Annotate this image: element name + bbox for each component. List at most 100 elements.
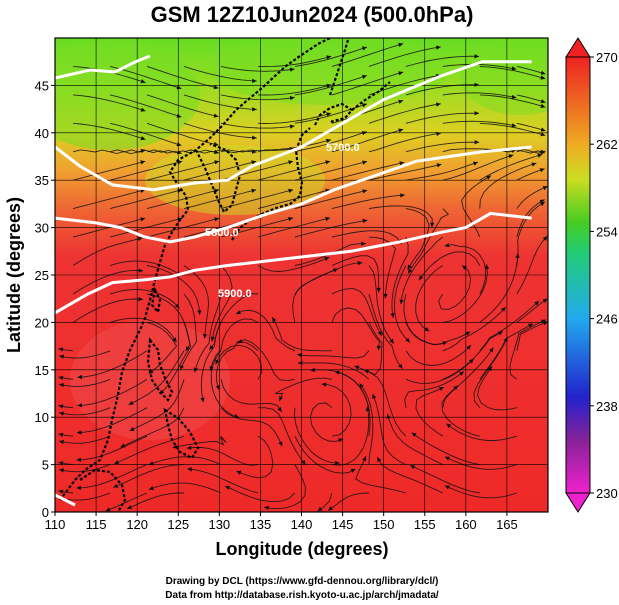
streamline (294, 161, 368, 181)
streamline-arrowhead (76, 430, 82, 435)
streamline (235, 309, 296, 352)
streamline-arrowhead (542, 298, 548, 303)
y-tick-label: 25 (35, 268, 49, 283)
streamline-arrowhead (398, 128, 404, 133)
streamline (331, 43, 404, 67)
streamline (208, 293, 259, 351)
wind-streamlines (58, 42, 548, 512)
streamline (516, 149, 546, 154)
contour-label-5900: 5900.0 (218, 288, 252, 300)
streamline (391, 236, 409, 318)
streamline (331, 161, 405, 181)
streamline-arrowhead (372, 393, 377, 399)
streamline (516, 122, 546, 132)
streamline (59, 492, 111, 501)
streamline (76, 407, 148, 434)
streamline (331, 288, 383, 337)
coastline-korea (195, 142, 242, 214)
streamline (146, 265, 201, 315)
streamline (405, 161, 479, 181)
streamline-arrowhead (444, 485, 450, 490)
streamline (442, 347, 494, 408)
streamline-arrowhead (252, 78, 257, 83)
streamline (146, 321, 178, 375)
streamline-arrowhead (59, 468, 64, 473)
streamline-arrowhead (354, 365, 360, 370)
streamline-arrowhead (419, 275, 424, 281)
x-tick-label: 135 (250, 517, 272, 532)
x-tick-label: 130 (208, 517, 230, 532)
streamline (109, 189, 183, 210)
x-tick-label: 115 (86, 517, 107, 532)
streamline-arrowhead (180, 364, 185, 370)
streamline-arrowhead (209, 345, 214, 350)
streamline-arrowhead (289, 67, 295, 72)
streamline-arrowhead (399, 299, 404, 305)
streamline-arrowhead (439, 387, 444, 391)
streamline (72, 298, 144, 323)
streamline (220, 148, 295, 153)
y-tick-label: 15 (35, 363, 49, 378)
streamline (516, 199, 545, 238)
streamline (479, 253, 519, 323)
streamline (148, 456, 222, 466)
cold-region-northeast (460, 38, 548, 115)
streamline (73, 94, 146, 112)
contour-5900 (55, 211, 532, 315)
streamline (274, 377, 332, 402)
streamline (211, 265, 233, 342)
streamline (77, 378, 148, 406)
streamline-arrowhead (187, 467, 192, 472)
streamline-arrowhead (58, 347, 64, 352)
y-tick-label: 5 (42, 458, 49, 473)
streamline (194, 293, 222, 373)
streamline (516, 94, 546, 103)
streamline (148, 482, 222, 494)
colorbar-tick-label: 246 (596, 312, 618, 327)
streamline-arrowhead (335, 460, 340, 466)
y-axis-label: Latitude (degrees) (4, 197, 24, 353)
streamline-arrowhead (326, 55, 332, 60)
streamline (294, 103, 368, 124)
streamline (294, 131, 367, 153)
streamline (418, 251, 481, 281)
coastline-taiwan (150, 286, 162, 315)
height-contours (55, 54, 532, 507)
streamline-arrowhead (444, 456, 450, 461)
streamline-arrowhead (59, 383, 64, 388)
streamline-arrowhead (59, 354, 64, 359)
chart-title: GSM 12Z10Jun2024 (500.0hPa) (151, 2, 474, 27)
streamline (405, 112, 480, 124)
y-tick-label: 35 (35, 173, 49, 188)
contour-5900-south-fragment (55, 493, 76, 507)
streamline (331, 255, 380, 293)
streamline-arrowhead (386, 414, 391, 419)
streamline-arrowhead (326, 138, 331, 143)
streamline-arrowhead (407, 264, 412, 270)
streamline-arrowhead (105, 507, 111, 512)
streamline (72, 160, 146, 181)
streamline-arrowhead (511, 66, 517, 71)
streamline-arrowhead (362, 456, 367, 462)
y-tick-label: 30 (35, 221, 49, 236)
streamline-arrowhead (120, 443, 126, 448)
streamline-arrowhead (357, 260, 363, 266)
streamline (109, 122, 182, 146)
y-tick-label: 40 (35, 126, 49, 141)
x-tick-label: 145 (332, 517, 354, 532)
streamline (368, 46, 441, 67)
streamline (444, 244, 487, 295)
streamline (293, 407, 340, 464)
streamline-arrowhead (251, 160, 257, 165)
streamline (120, 407, 185, 448)
streamline-arrowhead (321, 382, 327, 387)
streamline-arrowhead (215, 359, 220, 365)
streamline-arrowhead (301, 459, 306, 465)
streamline-arrowhead (58, 432, 64, 437)
streamline-arrowhead (398, 42, 404, 47)
streamline (76, 464, 148, 489)
streamline-arrowhead (325, 216, 330, 222)
x-tick-label: 120 (126, 517, 148, 532)
streamline (409, 464, 480, 494)
